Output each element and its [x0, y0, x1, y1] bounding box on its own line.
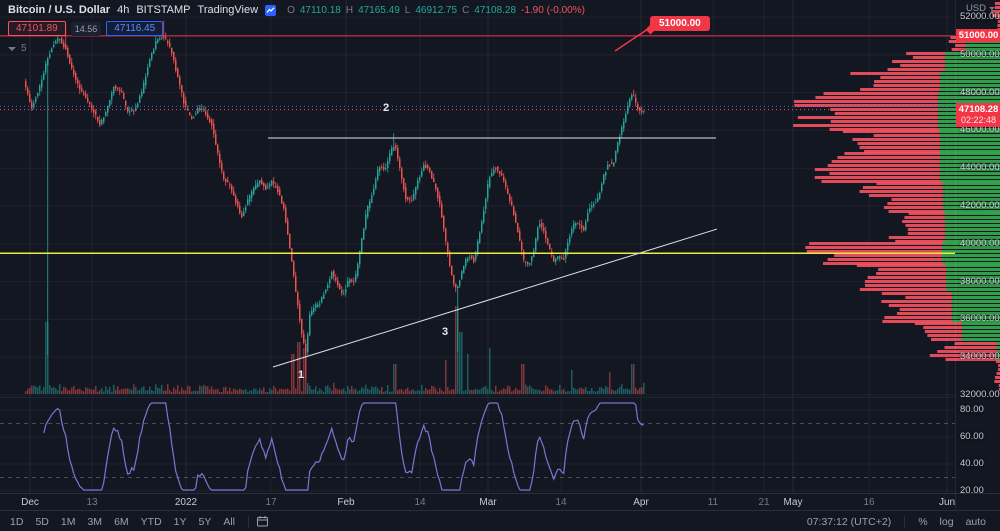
- current-price-axis-label: 47108.28 02:22:48: [956, 103, 1000, 127]
- time-axis-label: Jun: [938, 497, 956, 508]
- price-axis-label: 32000.00: [960, 389, 1000, 400]
- buy-button[interactable]: 47116.45: [106, 21, 164, 36]
- interval-label[interactable]: 4h: [117, 4, 130, 16]
- high-value: 47165.49: [358, 4, 400, 16]
- currency-label: USD: [965, 3, 986, 14]
- currency-switch[interactable]: USD: [966, 3, 995, 14]
- price-axis-label: 38000.00: [960, 275, 1000, 287]
- range-button-ytd[interactable]: YTD: [140, 515, 162, 528]
- tradingview-logo-icon[interactable]: [265, 4, 277, 16]
- range-button-1y[interactable]: 1Y: [173, 515, 187, 528]
- price-alert-callout[interactable]: 51000.00: [650, 16, 710, 31]
- calendar-icon: [257, 516, 269, 527]
- low-label: L: [404, 4, 411, 16]
- log-scale-button[interactable]: log: [939, 515, 954, 528]
- open-label: O: [287, 4, 295, 16]
- range-button-5y[interactable]: 5Y: [198, 515, 212, 528]
- ohlc-readout: O 47110.18 H 47165.49 L 46912.75 C 47108.28 …: [287, 5, 585, 16]
- low-value: 46912.75: [415, 4, 458, 16]
- rsi-axis-label: 20.00: [960, 485, 984, 496]
- time-axis-label: 14: [555, 497, 567, 508]
- price-axis-label: 40000.00: [960, 237, 1000, 249]
- spread-value: 14.56: [70, 21, 102, 36]
- price-axis-label: 34000.00: [960, 351, 1000, 363]
- toolbar-divider: [248, 515, 250, 528]
- high-label: H: [345, 4, 354, 16]
- range-button-1d[interactable]: 1D: [10, 515, 24, 528]
- range-button-5d[interactable]: 5D: [35, 515, 49, 528]
- time-axis-label: 21: [758, 497, 770, 508]
- go-to-date-button[interactable]: [256, 515, 269, 528]
- time-axis-label: 13: [86, 497, 98, 508]
- price-axis-label: 46000.00: [960, 124, 1000, 136]
- price-axis-label: 52000.00: [960, 11, 1000, 22]
- chart-legend: Bitcoin / U.S. Dollar 4h BITSTAMP Tradin…: [8, 4, 585, 54]
- auto-scale-button[interactable]: auto: [965, 515, 986, 528]
- chevron-down-icon: [989, 7, 995, 10]
- symbol-title[interactable]: Bitcoin / U.S. Dollar: [8, 4, 111, 16]
- chevron-down-icon: [8, 46, 16, 51]
- open-value: 47110.18: [299, 4, 341, 16]
- toolbar-divider: [904, 515, 906, 528]
- time-axis-label: Mar: [479, 497, 497, 508]
- price-axis[interactable]: 52000.00 50000.00 48000.00 46000.00 44000.00…: [955, 0, 1000, 510]
- bar-countdown: 02:22:48: [960, 115, 997, 125]
- pane-divider[interactable]: [0, 397, 955, 398]
- bottom-toolbar: 1D 5D 1M 3M 6M YTD 1Y 5Y All 07:37:12 (UTC+2) % …: [0, 510, 1000, 531]
- price-axis-label: 50000.00: [960, 48, 1000, 60]
- range-button-all[interactable]: All: [223, 515, 236, 528]
- collapsed-indicator-count: 5: [21, 43, 27, 54]
- time-axis-label: 11: [707, 497, 719, 508]
- price-axis-label: 36000.00: [960, 313, 1000, 325]
- time-axis-label: 17: [265, 497, 277, 508]
- time-axis-label: 14: [414, 497, 426, 508]
- rsi-axis-label: 40.00: [960, 458, 984, 469]
- price-axis-label: 44000.00: [960, 162, 1000, 174]
- time-axis-label: Apr: [633, 497, 649, 508]
- session-clock[interactable]: 07:37:12 (UTC+2): [806, 515, 892, 528]
- wave-label-2: 2: [383, 102, 389, 114]
- range-button-1m[interactable]: 1M: [60, 515, 76, 528]
- range-button-3m[interactable]: 3M: [87, 515, 103, 528]
- rsi-axis-label: 60.00: [960, 431, 984, 442]
- sell-button[interactable]: 47101.89: [8, 21, 66, 36]
- range-button-6m[interactable]: 6M: [114, 515, 129, 528]
- current-price-value: 47108.28: [958, 104, 999, 115]
- brand-label[interactable]: TradingView: [197, 4, 259, 16]
- indicators-collapsed-toggle[interactable]: 5: [8, 43, 585, 54]
- time-axis-label: 2022: [174, 497, 198, 508]
- wave-label-3: 3: [442, 326, 448, 338]
- toolbar-right: 07:37:12 (UTC+2) % log auto: [801, 515, 1000, 528]
- rsi-axis-label: 80.00: [960, 404, 984, 415]
- buy-sell-widget: 47101.89 14.56 47116.45: [8, 21, 585, 36]
- close-label: C: [462, 4, 470, 16]
- time-axis-label: May: [783, 497, 803, 508]
- alert-price-axis-label[interactable]: 51000.00: [956, 29, 1000, 42]
- time-axis[interactable]: Dec 13 2022 17 Feb 14 Mar 14 Apr 11 21 May 16 Jun: [0, 493, 1000, 511]
- percent-scale-button[interactable]: %: [918, 515, 928, 528]
- exchange-label[interactable]: BITSTAMP: [136, 4, 191, 16]
- time-axis-label: 16: [863, 497, 875, 508]
- change-value: -1.90 (-0.00%): [521, 4, 585, 16]
- wave-label-1: 1: [298, 369, 304, 381]
- close-value: 47108.28: [474, 4, 517, 16]
- date-range-group: 1D 5D 1M 3M 6M YTD 1Y 5Y All: [0, 515, 241, 529]
- time-axis-label: Dec: [21, 497, 39, 508]
- price-axis-label: 48000.00: [960, 86, 1000, 98]
- price-axis-label: 42000.00: [960, 200, 1000, 211]
- time-axis-label: Feb: [337, 497, 355, 508]
